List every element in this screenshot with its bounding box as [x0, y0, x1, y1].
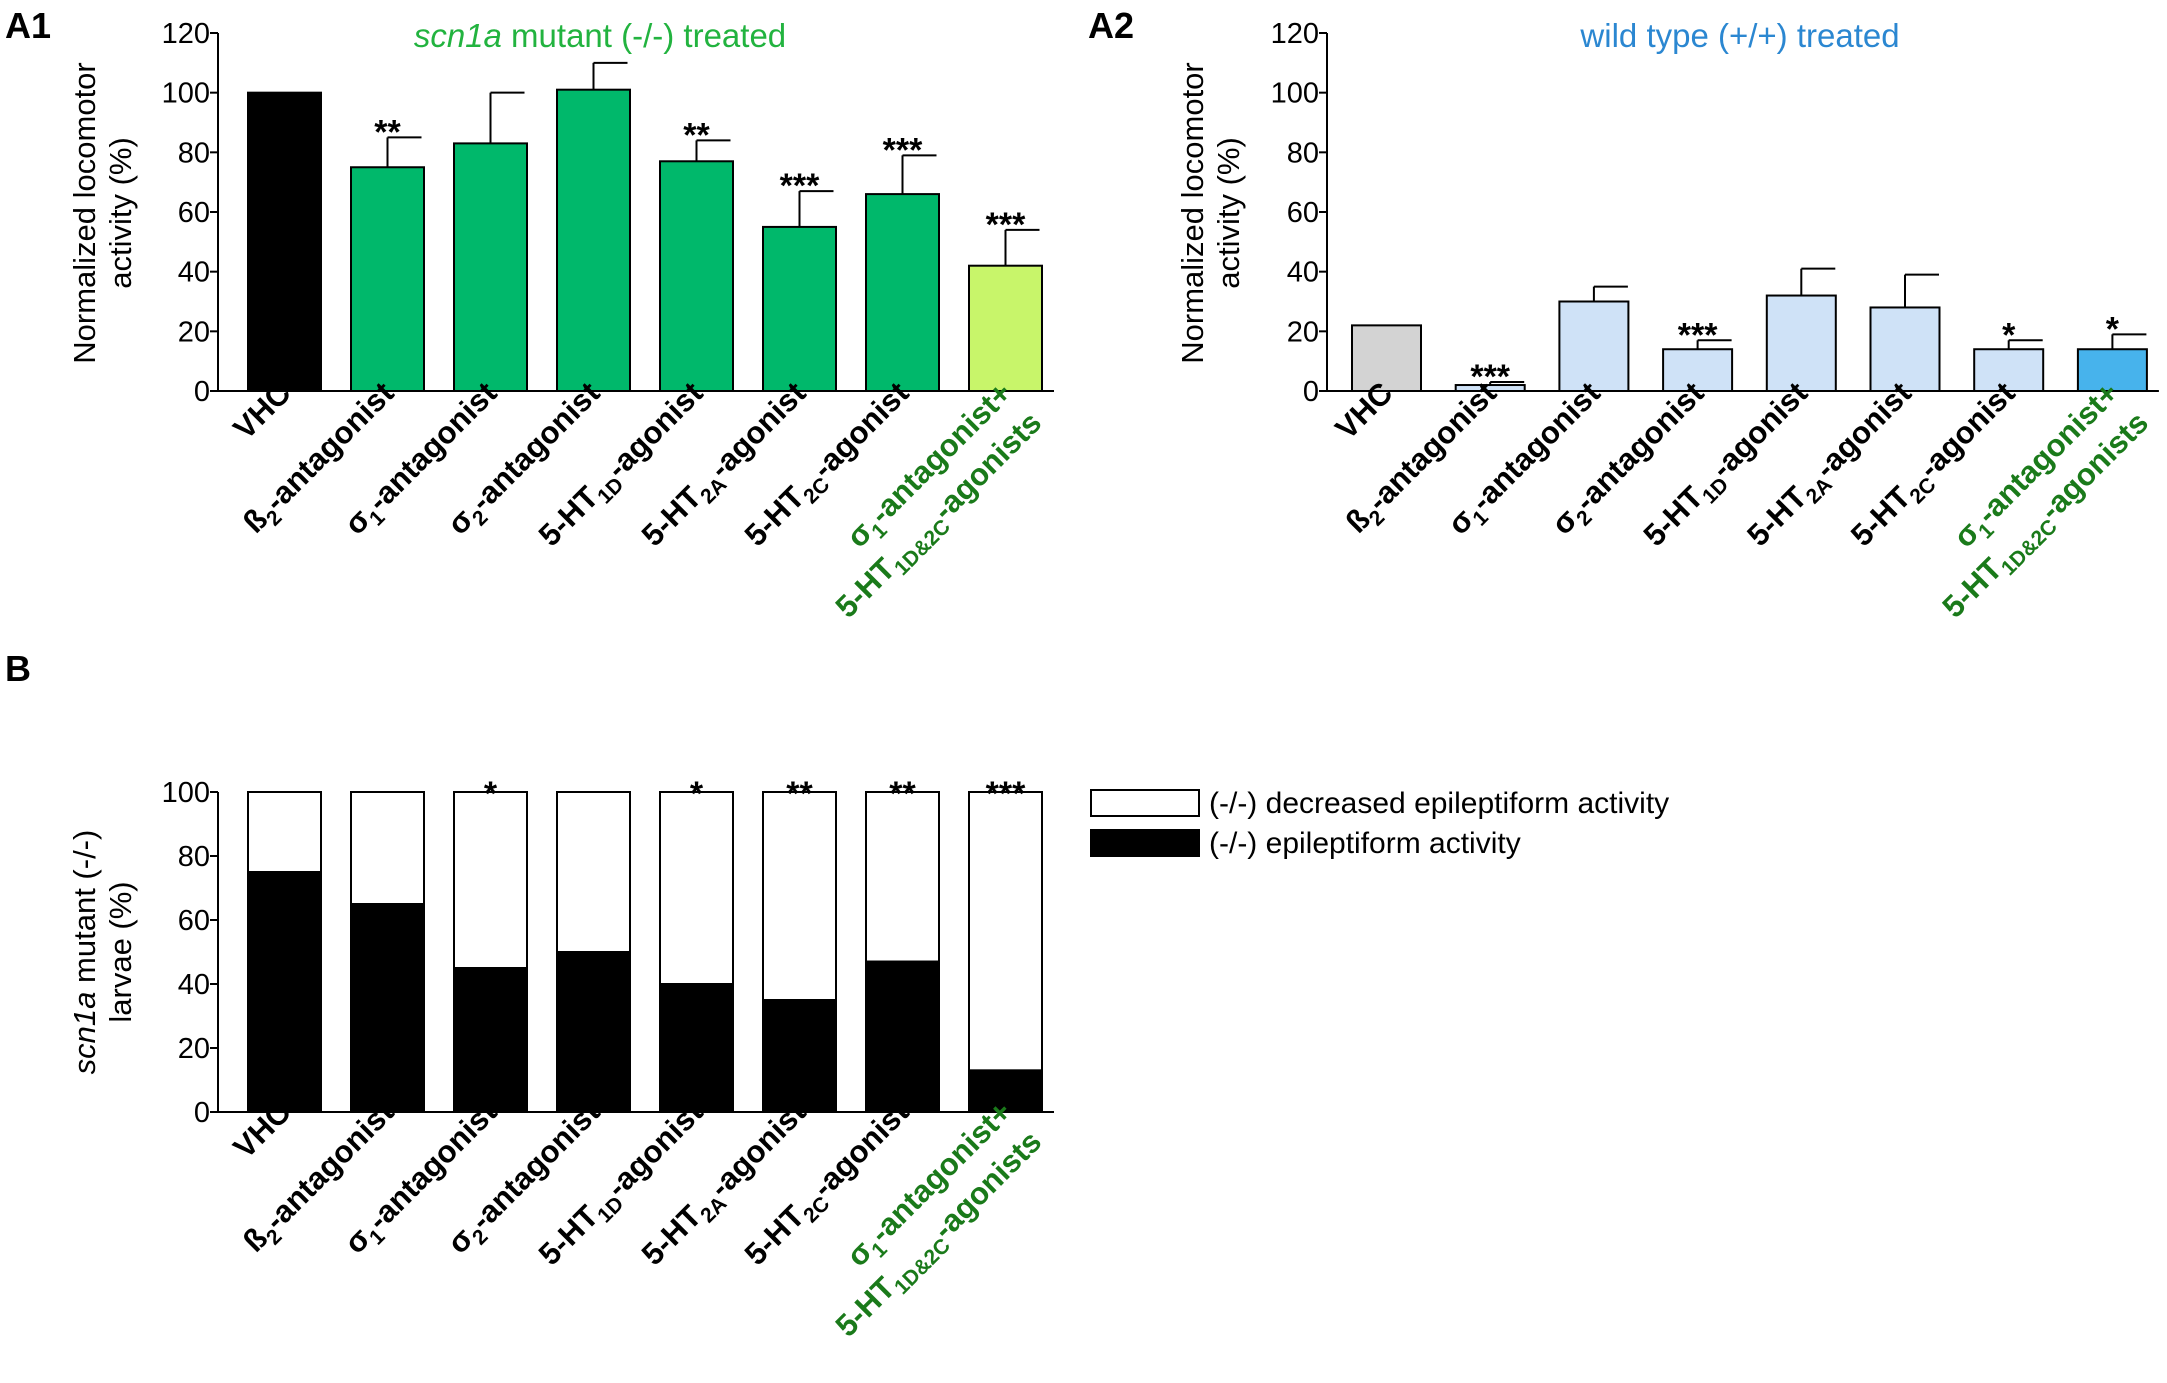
- panel-label: A1: [5, 5, 51, 46]
- bar-segment-epileptiform: [556, 951, 631, 1113]
- chart-title-italic: scn1a: [414, 17, 502, 54]
- y-axis-label: Normalized locomotor activity (%): [1175, 62, 1246, 364]
- y-axis-label-line: activity (%): [103, 137, 138, 289]
- significance-label: *: [690, 775, 704, 813]
- bar: [2076, 348, 2148, 393]
- bar-segment-epileptiform: [247, 871, 322, 1113]
- bar-segment-epileptiform: [762, 999, 837, 1113]
- y-axis-label-italic: scn1a: [67, 992, 102, 1075]
- legend-swatch-decreased: [1090, 789, 1200, 817]
- bar-segment-epileptiform: [659, 983, 734, 1113]
- category-label-part: 1D&2C: [890, 515, 955, 580]
- y-tick-label: 100: [1271, 78, 1319, 110]
- y-tick-label: 60: [1287, 197, 1319, 229]
- category-label-part: 1D&2C: [890, 1234, 955, 1299]
- legend-label: (-/-) epileptiform activity: [1209, 827, 1521, 860]
- bar: [556, 88, 631, 393]
- y-tick-label: 40: [1287, 257, 1319, 289]
- y-axis-label: Normalized locomotor activity (%): [67, 62, 138, 364]
- bar-segment-decreased: [247, 791, 322, 873]
- significance-label: ***: [883, 131, 923, 169]
- y-tick-label: 80: [178, 137, 210, 169]
- significance-label: ***: [986, 206, 1026, 244]
- y-tick-label: 60: [178, 905, 210, 937]
- y-tick-label: 40: [178, 257, 210, 289]
- y-tick-label: 20: [178, 316, 210, 348]
- legend: (-/-) decreased epileptiform activity (-/…: [1090, 787, 1669, 860]
- y-tick-label: 0: [194, 376, 210, 408]
- legend-label: (-/-) decreased epileptiform activity: [1209, 787, 1669, 820]
- y-tick-label: 0: [194, 1097, 210, 1129]
- y-tick-label: 120: [162, 18, 210, 50]
- panel-label: A2: [1088, 5, 1134, 46]
- category-label: σ1-antagonist+5-HT1D&2C-agonists: [829, 375, 1049, 624]
- bar-segment-epileptiform: [350, 903, 425, 1113]
- y-axis-label-line: scn1a mutant (-/-): [67, 830, 102, 1075]
- legend-swatch-epileptiform: [1090, 829, 1200, 857]
- bar: [1558, 300, 1630, 392]
- bar-segment-decreased: [968, 791, 1043, 1072]
- bar: [968, 264, 1043, 393]
- y-tick-label: 60: [178, 197, 210, 229]
- bar-segment-decreased: [453, 791, 528, 969]
- chart-title-rest: mutant (-/-) treated: [502, 17, 786, 54]
- bar: [1765, 294, 1837, 392]
- y-tick-label: 100: [162, 78, 210, 110]
- bar: [453, 142, 528, 392]
- bar-segment-decreased: [350, 791, 425, 905]
- chart-title: scn1a mutant (-/-) treated: [414, 17, 786, 54]
- chart-title-rest: wild type (+/+) treated: [1579, 17, 1899, 54]
- category-label: σ1-antagonist+5-HT1D&2C-agonists: [1935, 375, 2155, 624]
- bar-segment-epileptiform: [968, 1069, 1043, 1114]
- y-tick-label: 120: [1271, 18, 1319, 50]
- y-axis-label-line: Normalized locomotor: [67, 62, 102, 364]
- significance-label: **: [889, 775, 916, 813]
- chart-title: wild type (+/+) treated: [1579, 17, 1899, 54]
- significance-label: **: [374, 113, 401, 151]
- bar-segment-decreased: [865, 791, 940, 963]
- significance-label: ***: [1678, 316, 1718, 354]
- bar: [350, 166, 425, 392]
- significance-label: **: [683, 116, 710, 154]
- significance-label: ***: [986, 775, 1026, 813]
- significance-label: ***: [780, 167, 820, 205]
- panel-label: B: [5, 648, 31, 689]
- category-label: σ1-antagonist+5-HT1D&2C-agonists: [829, 1094, 1049, 1343]
- y-tick-label: 40: [178, 969, 210, 1001]
- bar-segment-decreased: [556, 791, 631, 953]
- bar: [1869, 306, 1941, 393]
- y-tick-label: 80: [1287, 137, 1319, 169]
- bar: [659, 160, 734, 392]
- significance-label: ***: [1470, 358, 1510, 396]
- significance-label: *: [2106, 310, 2120, 348]
- y-axis-label-rest: mutant (-/-): [67, 830, 102, 992]
- bar-segment-decreased: [762, 791, 837, 1001]
- bar-segment-epileptiform: [865, 960, 940, 1113]
- category-label-part: 1D&2C: [1997, 515, 2062, 580]
- bar: [1662, 348, 1734, 393]
- bar: [1351, 324, 1422, 392]
- significance-label: *: [484, 775, 498, 813]
- bar: [762, 225, 837, 392]
- y-axis-label-line: larvae (%): [103, 881, 138, 1022]
- bar: [1973, 348, 2045, 393]
- y-tick-label: 20: [178, 1033, 210, 1065]
- bar-segment-epileptiform: [453, 967, 528, 1113]
- bar-segment-decreased: [659, 791, 734, 985]
- significance-label: *: [2002, 316, 2016, 354]
- bar: [865, 193, 940, 392]
- y-tick-label: 0: [1303, 376, 1319, 408]
- significance-label: **: [786, 775, 813, 813]
- y-tick-label: 20: [1287, 316, 1319, 348]
- y-tick-label: 80: [178, 841, 210, 873]
- y-axis-label: scn1a mutant (-/-) larvae (%): [67, 830, 138, 1075]
- y-axis-label-line: activity (%): [1211, 137, 1246, 289]
- y-axis-label-line: Normalized locomotor: [1175, 62, 1210, 364]
- y-tick-label: 100: [162, 777, 210, 809]
- bar: [247, 91, 322, 393]
